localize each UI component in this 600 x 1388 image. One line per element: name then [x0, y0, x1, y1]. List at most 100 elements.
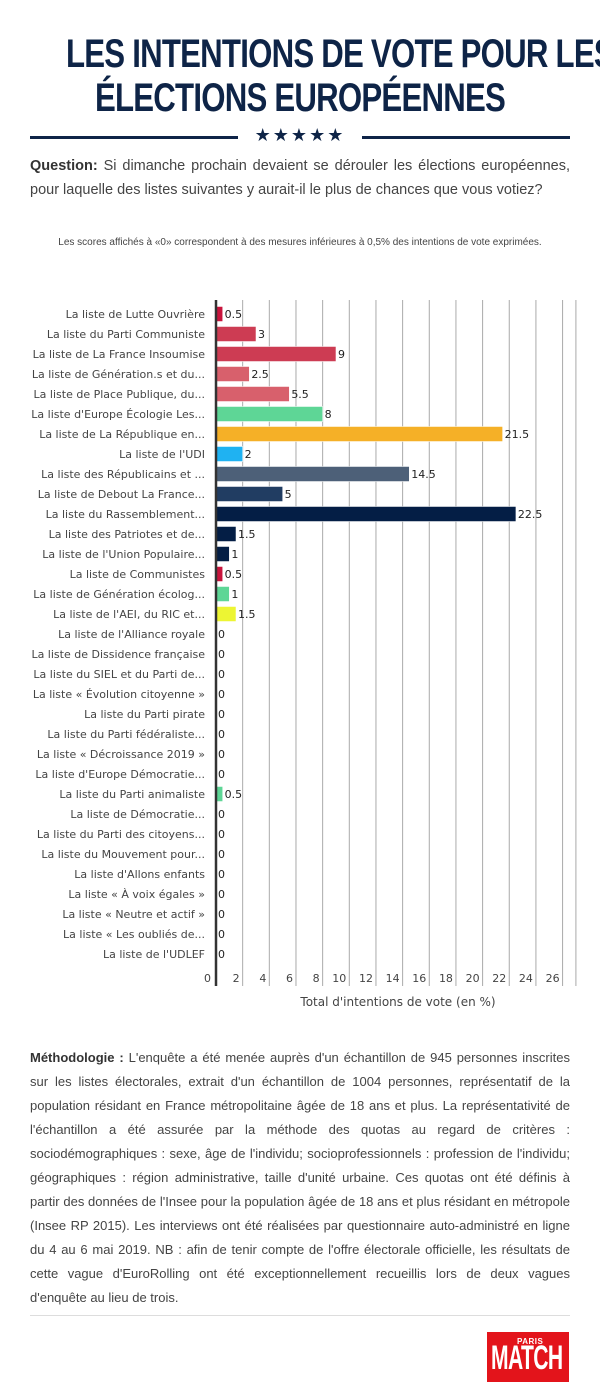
bar-chart: La liste de Lutte Ouvrière La liste du Pa… — [31, 300, 577, 1009]
category-label: La liste de Génération.s et du... — [32, 368, 205, 381]
value-label: 0 — [218, 888, 225, 901]
category-label: La liste « À voix égales » — [68, 888, 205, 901]
bar[interactable] — [215, 446, 243, 462]
category-label: La liste « Les oubliés de... — [63, 928, 205, 941]
value-label: 1 — [231, 588, 238, 601]
category-label: La liste de La République en... — [39, 428, 205, 441]
methodology-body: L'enquête a été menée auprès d'un échant… — [30, 1050, 570, 1305]
category-label: La liste de Communistes — [70, 568, 206, 581]
category-label: La liste des Républicains et ... — [41, 468, 205, 481]
bar[interactable] — [215, 606, 237, 622]
title-line-1: LES INTENTIONS DE VOTE POUR LES — [66, 32, 600, 76]
methodology-text: Méthodologie : L'enquête a été menée aup… — [30, 1046, 570, 1310]
x-tick-label: 6 — [286, 972, 293, 985]
x-tick-label: 26 — [546, 972, 560, 985]
category-label: La liste du Parti fédéraliste... — [47, 728, 205, 741]
value-label: 0 — [218, 668, 225, 681]
question-label: Question: — [30, 158, 98, 174]
value-label: 0.5 — [225, 568, 243, 581]
x-tick-label: 22 — [492, 972, 506, 985]
category-label: La liste du SIEL et du Parti de... — [33, 668, 205, 681]
value-label: 21.5 — [505, 428, 529, 441]
logo-match: MATCH — [491, 1339, 563, 1377]
category-label: La liste de Dissidence française — [31, 648, 205, 661]
title-divider: ★★★★★ — [30, 125, 570, 148]
value-label: 2.5 — [251, 368, 269, 381]
value-label: 0 — [218, 828, 225, 841]
value-label: 0 — [218, 748, 225, 761]
value-label: 0 — [218, 908, 225, 921]
category-label: La liste du Parti pirate — [84, 708, 205, 721]
category-label: La liste d'Allons enfants — [74, 868, 205, 881]
chart-value-labels: 0.5392.55.5821.5214.5522.51.510.511.5000… — [218, 308, 542, 961]
category-label: La liste de Démocratie... — [70, 808, 205, 821]
bar[interactable] — [215, 426, 503, 442]
category-label: La liste de l'Union Populaire... — [42, 548, 205, 561]
value-label: 0 — [218, 948, 225, 961]
x-tick-label: 2 — [233, 972, 240, 985]
value-label: 0 — [218, 808, 225, 821]
question-text: Si dimanche prochain devaient se déroule… — [30, 158, 570, 198]
value-label: 3 — [258, 328, 265, 341]
value-label: 0 — [218, 768, 225, 781]
value-label: 22.5 — [518, 508, 543, 521]
bar[interactable] — [215, 466, 410, 482]
value-label: 5.5 — [291, 388, 309, 401]
category-label: La liste « Décroissance 2019 » — [37, 748, 205, 761]
category-label: La liste « Neutre et actif » — [62, 908, 205, 921]
bar[interactable] — [215, 526, 237, 542]
value-label: 0 — [218, 848, 225, 861]
title-line-2: ÉLECTIONS EUROPÉENNES — [94, 76, 506, 120]
category-label: La liste de Lutte Ouvrière — [66, 308, 206, 321]
paris-match-logo: PARIS MATCH — [487, 1332, 569, 1382]
logo-paris: PARIS — [517, 1337, 544, 1346]
value-label: 14.5 — [411, 468, 436, 481]
bar[interactable] — [215, 366, 250, 382]
category-label: La liste de Place Publique, du... — [34, 388, 205, 401]
survey-question: Question: Si dimanche prochain devaient … — [30, 154, 570, 202]
category-label: La liste de l'Alliance royale — [58, 628, 205, 641]
value-label: 0 — [218, 728, 225, 741]
value-label: 1 — [231, 548, 238, 561]
bar[interactable] — [215, 546, 230, 562]
value-label: 0 — [218, 648, 225, 661]
bar[interactable] — [215, 506, 517, 522]
value-label: 0 — [218, 928, 225, 941]
divider-line-right — [362, 136, 570, 139]
category-label: La liste « Évolution citoyenne » — [33, 688, 205, 701]
value-label: 0 — [218, 708, 225, 721]
bar[interactable] — [215, 586, 230, 602]
category-label: La liste d'Europe Démocratie... — [35, 768, 205, 781]
value-label: 2 — [245, 448, 252, 461]
category-label: La liste des Patriotes et de... — [49, 528, 205, 541]
divider-line-left — [30, 136, 238, 139]
value-label: 9 — [338, 348, 345, 361]
bar[interactable] — [215, 386, 290, 402]
bar[interactable] — [215, 326, 257, 342]
bar[interactable] — [215, 486, 283, 502]
category-label: La liste du Mouvement pour... — [41, 848, 205, 861]
x-tick-label: 14 — [386, 972, 400, 985]
score-note: Les scores affichés à «0» correspondent … — [58, 237, 542, 248]
value-label: 0.5 — [225, 308, 243, 321]
category-label: La liste du Rassemblement... — [46, 508, 205, 521]
x-tick-label: 20 — [466, 972, 480, 985]
value-label: 0.5 — [225, 788, 243, 801]
category-label: La liste de La France Insoumise — [33, 348, 206, 361]
bar[interactable] — [215, 346, 337, 362]
x-tick-label: 24 — [519, 972, 533, 985]
value-label: 0 — [218, 868, 225, 881]
category-label: La liste du Parti animaliste — [59, 788, 205, 801]
category-label: La liste du Parti des citoyens... — [37, 828, 205, 841]
page-title: LES INTENTIONS DE VOTE POUR LES ÉLECTION… — [66, 32, 600, 120]
value-label: 1.5 — [238, 528, 256, 541]
stars-icon: ★★★★★ — [254, 125, 346, 146]
value-label: 5 — [285, 488, 292, 501]
category-label: La liste de Debout La France... — [38, 488, 205, 501]
x-axis-tick-labels: 0 2 4 6 8 10 12 14 16 18 20 22 24 26 — [204, 972, 560, 985]
x-axis-title: Total d'intentions de vote (en %) — [299, 995, 495, 1009]
chart-category-labels: La liste de Lutte Ouvrière La liste du Pa… — [31, 308, 205, 961]
x-tick-label: 18 — [439, 972, 453, 985]
methodology-label: Méthodologie : — [30, 1050, 124, 1065]
bar[interactable] — [215, 406, 323, 422]
